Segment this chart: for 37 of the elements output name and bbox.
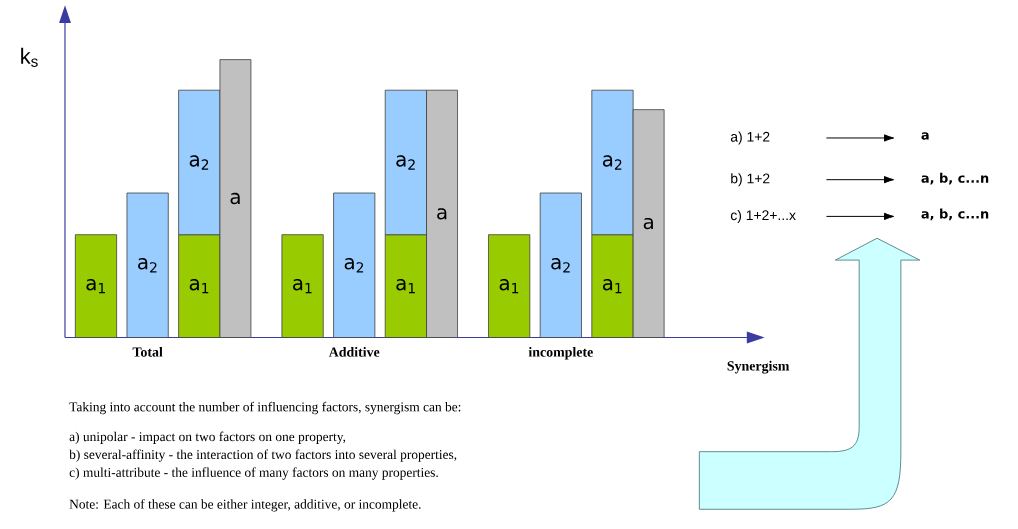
text: b) 1+2 (731, 173, 770, 187)
text: a$_{2}$ (602, 155, 622, 170)
text: a$_{2}$ (189, 155, 209, 170)
text: a) unipolar - impact on two factors on one property, (69, 431, 346, 444)
bar (333, 192, 376, 338)
text: a) 1+2 (730, 131, 770, 145)
bar (539, 192, 582, 338)
x-tick-label: incomplete (528, 346, 593, 360)
text: Taking into account the number of influencing factors, synergism can be: (69, 401, 461, 415)
series-label: a$_{1}$ (293, 278, 312, 294)
text: a$_{2}$ (551, 258, 570, 273)
text: c) multi-attribute - the influence of many factors on many properties. (69, 467, 438, 480)
text: a (921, 132, 929, 140)
bar (281, 234, 324, 338)
text: a (643, 217, 653, 230)
x-tick-label: Total (132, 346, 163, 357)
text: c) 1+2+...x (730, 209, 796, 223)
text: a$_{2}$ (138, 258, 157, 273)
text: b) several-affinity - the interaction of two factors into several properties, (69, 449, 457, 462)
text: a$_{2}$ (344, 258, 364, 273)
x-axis-title: Synergism (727, 360, 790, 374)
bar (74, 234, 118, 338)
text: a (437, 208, 447, 220)
series-label: a$_{2}$ (396, 155, 415, 170)
series-label: a (230, 192, 240, 205)
text: a, b, c...n (921, 208, 989, 221)
text: a$_{1}$ (189, 278, 209, 294)
text: a$_{1}$ (602, 278, 622, 294)
y-axis-title: k$_{s}$ (21, 47, 38, 67)
text: a$_{1}$ (396, 278, 415, 294)
text: Note: Each of these can be either integer, additive, or incomplete. (69, 499, 421, 512)
bar (126, 192, 169, 338)
text: a$_{1}$ (499, 278, 519, 294)
x-tick-label: Additive (328, 346, 380, 357)
text: a, b, c...n (921, 172, 989, 185)
text: a$_{1}$ (86, 278, 105, 294)
bar (488, 234, 531, 338)
